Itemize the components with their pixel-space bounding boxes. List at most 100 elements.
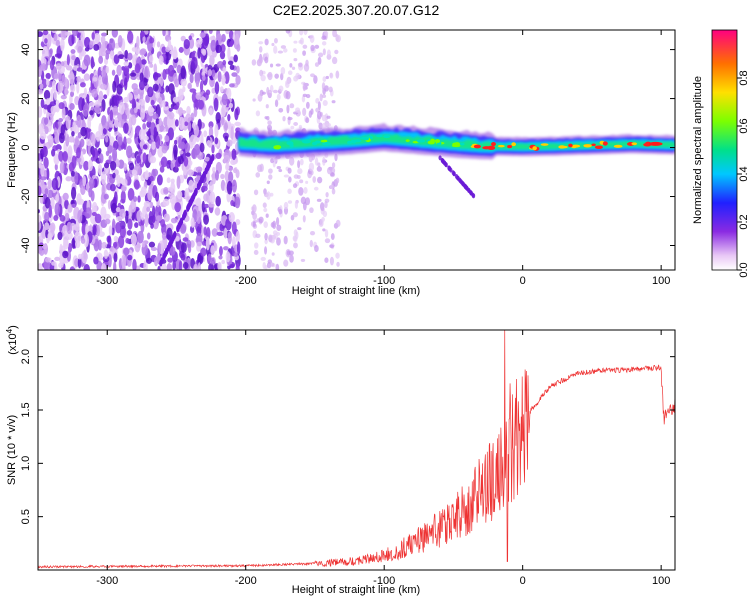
spectrogram-noise-blob [160, 218, 166, 228]
spectrogram-noise-blob [163, 106, 169, 111]
spectrogram-noise-blob [125, 107, 130, 116]
spectrogram-peak [648, 141, 663, 146]
spectrogram-noise-blob [174, 139, 178, 145]
spectrogram-faint-blob [257, 93, 263, 102]
spectrogram-noise-blob [101, 32, 108, 37]
spectrogram-noise-blob [129, 107, 135, 115]
spectrogram-noise-blob [146, 257, 152, 264]
spectrogram-noise-blob [229, 40, 234, 48]
spectrogram-noise-blob [196, 241, 202, 247]
spectrogram-noise-blob [220, 77, 226, 83]
spectrogram-noise-blob [80, 184, 86, 196]
spectrogram-faint-blob [265, 213, 269, 218]
spectrogram-noise-blob [74, 135, 79, 147]
spectrogram-noise-blob [101, 69, 107, 77]
spectrogram-noise-blob [223, 154, 231, 164]
spectrogram-noise-blob [193, 124, 200, 137]
snr-y-multiplier-base: (x10 [7, 333, 19, 354]
spectrogram-faint-blob [288, 176, 292, 183]
spectrogram-faint-blob [298, 124, 302, 129]
spectrogram-noise-blob [162, 186, 169, 195]
spectrogram-noise-blob [183, 38, 190, 50]
spectrogram-noise-blob [142, 152, 147, 164]
spectrogram-noise-blob [127, 62, 133, 69]
spectrogram-faint-blob [273, 157, 278, 162]
spectrogram-noise-blob [140, 213, 145, 221]
spectrogram-noise-blob [80, 237, 86, 244]
spectrogram-noise-blob [44, 196, 51, 209]
spectrogram-noise-blob [127, 52, 133, 61]
spectrogram-faint-blob [263, 221, 268, 229]
spectrogram-hot-spot [416, 139, 426, 143]
spectrogram-noise-blob [82, 104, 89, 117]
spectrogram-noise-blob [120, 190, 126, 204]
spectrogram-noise-blob [61, 106, 66, 120]
spectrogram-faint-blob [316, 110, 322, 120]
spectrogram-noise-blob [98, 55, 104, 65]
spectrogram-noise-blob [215, 195, 221, 207]
spectrogram-hot-spot [376, 134, 383, 138]
spectrogram-noise-blob [90, 56, 95, 69]
spectrogram-faint-blob [254, 242, 259, 249]
spectrogram-noise-blob [236, 65, 240, 74]
spectrogram-noise-blob [43, 156, 49, 169]
spectrogram-noise-blob [150, 99, 155, 106]
spectrogram-noise-blob [156, 41, 161, 48]
spectrogram-noise-blob [133, 179, 140, 190]
spectrogram-faint-blob [326, 115, 331, 119]
spectrogram-noise-blob [185, 113, 192, 123]
spectrogram-noise-blob [103, 94, 108, 100]
spectrogram-noise-blob [155, 92, 160, 99]
spectrogram-y-tick-label: -40 [20, 238, 32, 254]
spectrogram-noise-blob [195, 92, 202, 100]
spectrogram-noise-blob [70, 49, 76, 54]
spectrogram-noise-blob [146, 232, 151, 240]
spectrogram-faint-blob [297, 160, 301, 169]
spectrogram-faint-blob [255, 233, 261, 239]
spectrogram-faint-blob [317, 176, 323, 184]
snr-y-tick-label: 0.5 [20, 509, 32, 524]
spectrogram-tail-blob [438, 155, 442, 161]
spectrogram-noise-blob [54, 202, 60, 216]
spectrogram-noise-blob [148, 210, 153, 221]
spectrogram-noise-blob [228, 167, 233, 172]
colorbar-title: Normalized spectral amplitude [692, 76, 704, 224]
spectrogram-noise-blob [139, 72, 144, 82]
spectrogram-noise-blob [42, 244, 48, 250]
spectrogram-noise-blob [115, 207, 121, 213]
spectrogram-noise-blob [40, 98, 45, 109]
spectrogram-faint-blob [264, 232, 268, 241]
spectrogram-noise-blob [116, 174, 121, 188]
spectrogram-noise-blob [170, 181, 176, 196]
spectrogram-noise-blob [228, 212, 235, 223]
spectrogram-noise-blob [100, 171, 106, 185]
spectrogram-noise-blob [123, 163, 128, 172]
spectrogram-noise-blob [186, 196, 190, 201]
spectrogram-faint-blob [309, 34, 315, 43]
spectrogram-noise-blob [58, 102, 65, 110]
spectrogram-faint-blob [252, 204, 257, 213]
spectrogram-noise-blob [170, 217, 178, 224]
snr-x-tick-label: 0 [520, 575, 526, 587]
spectrogram-noise-blob [123, 77, 128, 91]
spectrogram-noise-blob [94, 37, 100, 44]
spectrogram-noise-blob [69, 103, 75, 111]
spectrogram-noise-blob [180, 78, 187, 87]
spectrogram-hot-spot [631, 142, 638, 146]
spectrogram-noise-blob [43, 117, 49, 125]
spectrogram-faint-blob [299, 158, 304, 166]
spectrogram-faint-blob [271, 252, 275, 256]
spectrogram-noise-blob [234, 33, 240, 45]
spectrogram-noise-blob [211, 144, 215, 154]
spectrogram-faint-blob [283, 235, 288, 245]
spectrogram-noise-blob [228, 30, 234, 40]
spectrogram-noise-blob [209, 257, 215, 265]
spectrogram-faint-blob [315, 97, 320, 104]
spectrogram-noise-blob [208, 107, 213, 116]
spectrogram-noise-blob [172, 259, 176, 270]
spectrogram-noise-blob [189, 240, 195, 248]
spectrogram-noise-blob [201, 74, 206, 81]
snr-y-multiplier-exponent: 4 [5, 328, 14, 333]
spectrogram-noise-blob [103, 249, 109, 259]
snr-x-tick-label: -200 [235, 575, 257, 587]
